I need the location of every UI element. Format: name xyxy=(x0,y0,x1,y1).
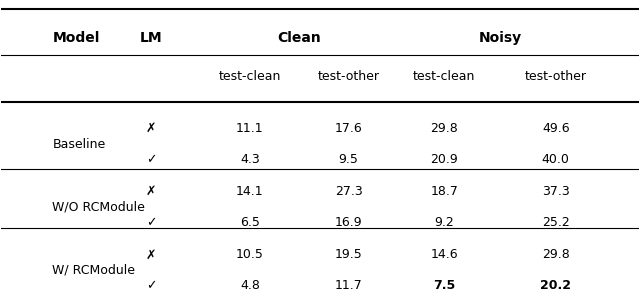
Text: W/ RCModule: W/ RCModule xyxy=(52,264,136,277)
Text: 7.5: 7.5 xyxy=(433,279,456,291)
Text: Baseline: Baseline xyxy=(52,138,106,151)
Text: 10.5: 10.5 xyxy=(236,249,264,261)
Text: 49.6: 49.6 xyxy=(542,122,570,135)
Text: ✗: ✗ xyxy=(146,185,156,198)
Text: 19.5: 19.5 xyxy=(335,249,362,261)
Text: ✓: ✓ xyxy=(146,153,156,166)
Text: W/O RCModule: W/O RCModule xyxy=(52,201,145,214)
Text: 17.6: 17.6 xyxy=(335,122,362,135)
Text: 14.6: 14.6 xyxy=(431,249,458,261)
Text: LM: LM xyxy=(140,31,163,45)
Text: 14.1: 14.1 xyxy=(236,185,264,198)
Text: 27.3: 27.3 xyxy=(335,185,362,198)
Text: 16.9: 16.9 xyxy=(335,216,362,229)
Text: 4.8: 4.8 xyxy=(240,279,260,291)
Text: 9.5: 9.5 xyxy=(339,153,358,166)
Text: test-clean: test-clean xyxy=(413,70,476,83)
Text: 6.5: 6.5 xyxy=(240,216,260,229)
Text: Clean: Clean xyxy=(277,31,321,45)
Text: 20.9: 20.9 xyxy=(430,153,458,166)
Text: 29.8: 29.8 xyxy=(542,249,570,261)
Text: 29.8: 29.8 xyxy=(430,122,458,135)
Text: 37.3: 37.3 xyxy=(542,185,570,198)
Text: Model: Model xyxy=(52,31,100,45)
Text: Noisy: Noisy xyxy=(479,31,522,45)
Text: ✗: ✗ xyxy=(146,249,156,261)
Text: 25.2: 25.2 xyxy=(542,216,570,229)
Text: 11.1: 11.1 xyxy=(236,122,264,135)
Text: ✓: ✓ xyxy=(146,216,156,229)
Text: ✓: ✓ xyxy=(146,279,156,291)
Text: ✗: ✗ xyxy=(146,122,156,135)
Text: test-clean: test-clean xyxy=(219,70,281,83)
Text: test-other: test-other xyxy=(525,70,587,83)
Text: 20.2: 20.2 xyxy=(540,279,572,291)
Text: 4.3: 4.3 xyxy=(240,153,260,166)
Text: 40.0: 40.0 xyxy=(542,153,570,166)
Text: test-other: test-other xyxy=(317,70,380,83)
Text: 9.2: 9.2 xyxy=(435,216,454,229)
Text: 18.7: 18.7 xyxy=(430,185,458,198)
Text: 11.7: 11.7 xyxy=(335,279,362,291)
